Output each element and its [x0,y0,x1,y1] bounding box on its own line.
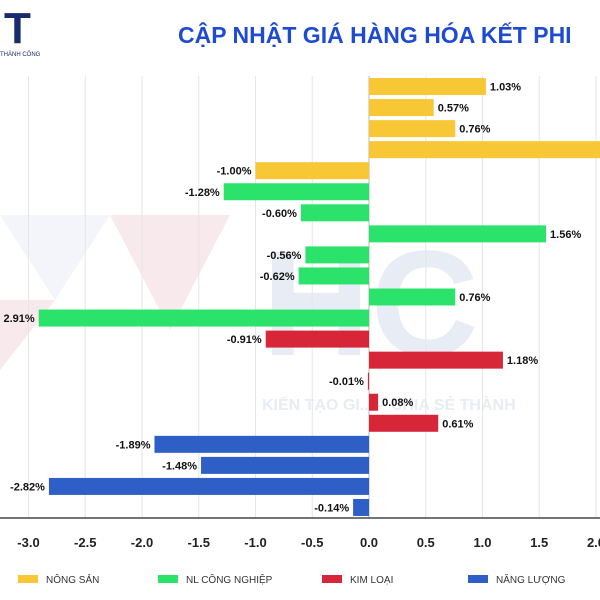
legend-swatch [18,575,38,583]
bar [369,414,439,432]
x-tick-label: -3.0 [17,535,39,550]
bar-value-label: 0.61% [442,418,473,430]
bar [48,477,370,495]
watermark-shape-left [0,215,110,300]
bar [369,225,547,243]
legend-swatch [468,575,488,583]
x-tick-label: 1.0 [473,535,491,550]
page-title: CẬP NHẬT GIÁ HÀNG HÓA KẾT PHI [178,22,572,48]
bar [265,330,369,348]
legend-swatch [322,575,342,583]
bar [369,141,600,159]
bar [298,267,369,285]
bar-value-label: 0.57% [438,103,469,115]
bar [369,120,456,138]
bar [305,246,369,264]
bar [369,78,486,96]
x-tick-label: 1.5 [530,535,548,550]
bar-value-label: -1.28% [185,187,220,199]
legend-label: NĂNG LƯỢNG [496,573,566,586]
bar-value-label: -0.14% [314,502,349,514]
x-axis-ticks: -3.0 -2.5 -2.0 -1.5 -1.0 -0.5 0.0 0.5 1.0 1.5 2.0 [17,535,600,550]
bar-value-label: -0.91% [227,334,262,346]
bar-value-label: 1.18% [507,355,538,367]
bar [353,498,369,516]
bar-value-label: 1.03% [490,82,521,94]
bar [154,435,369,453]
bar [369,351,503,369]
x-tick-label: -1.5 [188,535,210,550]
watermark-slogan: KIẾN TẠO GI... – CHIA SẺ THÀNH [262,395,516,414]
bar [38,309,370,327]
bar [369,288,456,306]
bar-value-label: -0.62% [260,271,295,283]
data-labels: 1.03% 0.57% 0.76% -1.00% -1.28% -0.60% 1.56% -0… [4,82,582,515]
x-tick-label: -2.5 [74,535,96,550]
bar [201,456,369,474]
legend: NÔNG SẢN NL CÔNG NGHIỆP KIM LOẠI NĂNG LƯỢNG [18,573,566,586]
watermark-shape-mid [110,215,230,330]
bar-value-label: -0.56% [267,250,302,262]
bar [223,183,369,201]
bar [369,393,379,411]
legend-swatch [158,575,178,583]
bars [38,78,600,516]
bar [255,162,369,180]
bar-value-label: 2.91% [4,313,35,325]
bar-value-label: -1.00% [217,166,252,178]
logo-letter: T [4,4,31,53]
bar-value-label: -0.60% [262,208,297,220]
x-tick-label: -0.5 [301,535,323,550]
legend-label: KIM LOẠI [350,575,393,586]
bar-value-label: -2.82% [10,481,45,493]
brand-logo: T THÀNH CÔNG [0,0,60,68]
bar-value-label: 1.56% [550,229,581,241]
x-tick-label: -2.0 [131,535,153,550]
legend-label: NL CÔNG NGHIỆP [186,573,273,586]
bar-value-label: -1.48% [162,460,197,472]
bar-value-label: -0.01% [329,376,364,388]
logo-subtext: THÀNH CÔNG [0,52,41,58]
bar [369,99,434,117]
bar-value-label: 0.08% [382,397,413,409]
bar-value-label: -1.89% [116,439,151,451]
x-tick-label: 0.0 [360,535,378,550]
bar-value-label: 0.76% [459,124,490,136]
x-tick-label: 2.0 [587,535,600,550]
x-tick-label: 0.5 [417,535,435,550]
x-tick-label: -1.0 [244,535,266,550]
legend-label: NÔNG SẢN [46,573,99,586]
bar [367,372,369,390]
bar-value-label: 0.76% [459,292,490,304]
bar [300,204,369,222]
